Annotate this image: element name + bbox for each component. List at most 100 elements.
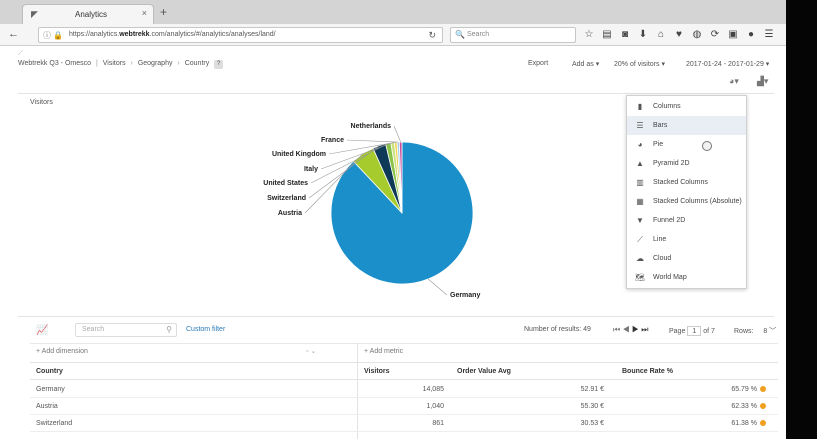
status-dot-icon — [760, 386, 766, 393]
chart-menu-item-label: Pyramid 2D — [653, 160, 690, 167]
add-as-dropdown[interactable]: Add as ▾ — [572, 61, 600, 68]
breadcrumb-chevron-icon: › — [177, 60, 180, 67]
chart-settings-icon[interactable]: ▟▾ — [757, 76, 769, 86]
shield-icon[interactable]: ◍ — [692, 29, 702, 40]
table-row[interactable]: Austria 1,040 55.30 € 62.33 % — [30, 398, 778, 415]
pie-leader-line — [328, 141, 396, 155]
downloads-icon[interactable]: ⬇ — [638, 29, 648, 40]
breadcrumb-separator: | — [95, 60, 98, 67]
sync-icon[interactable]: ⟳ — [710, 29, 720, 40]
custom-filter-link[interactable]: Custom filter — [186, 326, 226, 333]
bar-horizontal-icon: ☰ — [636, 121, 644, 130]
chart-menu-item-stacked-columns[interactable]: ▥ Stacked Columns — [627, 173, 746, 192]
cell-country: Germany — [36, 386, 65, 393]
heart-icon[interactable]: ♥ — [676, 29, 682, 40]
browser-tab-strip: ◤ Analytics × + — [0, 0, 786, 24]
pie-leader-line — [393, 125, 401, 143]
reload-icon[interactable]: ↻ — [428, 30, 436, 40]
table-search-input[interactable]: Search ⚲ — [75, 323, 177, 337]
breadcrumb-visitors[interactable]: Visitors — [102, 60, 126, 67]
browser-tab-analytics[interactable]: ◤ Analytics × — [22, 4, 154, 24]
chart-menu-item-pie[interactable]: ◕ Pie — [627, 135, 746, 154]
menu-hamburger-icon[interactable]: ☰ — [764, 29, 774, 40]
new-tab-button[interactable]: + — [160, 5, 168, 19]
cell-bounce-rate: 61.38 % — [731, 420, 766, 427]
page-indicator: Page 1 of 7 — [669, 326, 715, 336]
column-separator — [357, 343, 358, 439]
cell-visitors: 1,040 — [426, 403, 444, 410]
sampling-dropdown[interactable]: 20% of visitors ▾ — [614, 61, 665, 68]
date-range-dropdown[interactable]: 2017-01-24 - 2017-01-29 ▾ — [686, 61, 770, 68]
pocket-icon[interactable]: ◙ — [621, 29, 629, 40]
screen: ◤ Analytics × + ← ⓘ 🔒 https://analytics.… — [0, 0, 786, 439]
dimension-tool-icon[interactable]: ▫ — [306, 348, 309, 355]
page-input[interactable]: 1 — [687, 326, 702, 336]
chart-menu-item-columns[interactable]: ▮ Columns — [627, 97, 746, 116]
export-button[interactable]: Export — [528, 60, 549, 67]
profile-circle-icon[interactable]: ● — [747, 29, 755, 40]
breadcrumb-geography[interactable]: Geography — [137, 60, 173, 67]
chart-menu-item-bars[interactable]: ☰ Bars — [627, 116, 746, 135]
chart-toggle-icon[interactable]: 📈 — [36, 325, 49, 336]
breadcrumb-project[interactable]: Webtrekk Q3 - Omesco — [18, 60, 92, 67]
column-header-bounce-rate[interactable]: Bounce Rate % — [622, 368, 673, 375]
sampling-label: 20% of visitors — [614, 61, 660, 68]
chart-menu-item-cloud[interactable]: ☁ Cloud — [627, 249, 746, 268]
home-icon[interactable]: ⌂ — [657, 29, 665, 40]
address-bar[interactable]: ⓘ 🔒 https://analytics.webtrekk.com/analy… — [38, 27, 443, 43]
pie-label-netherlands: Netherlands — [351, 123, 392, 130]
chart-type-pie-icon[interactable]: ◕▾ — [729, 76, 739, 86]
browser-nav-bar: ← ⓘ 🔒 https://analytics.webtrekk.com/ana… — [0, 24, 786, 46]
pie-label-united-states: United States — [263, 180, 308, 187]
breadcrumb-country[interactable]: Country — [184, 60, 210, 67]
help-icon[interactable]: ? — [214, 60, 224, 69]
magnifier-icon: ⚲ — [166, 325, 172, 334]
table-row[interactable]: Switzerland 861 30.53 € 61.38 % — [30, 415, 778, 432]
chart-menu-item-stacked-columns-absolute[interactable]: ▦ Stacked Columns (Absolute) — [627, 192, 746, 211]
column-header-visitors[interactable]: Visitors — [364, 368, 390, 375]
rows-per-page[interactable]: Rows: 8 ﹀ — [734, 326, 776, 336]
column-header-country[interactable]: Country — [36, 368, 63, 375]
chart-menu-item-label: Stacked Columns — [653, 179, 708, 186]
cell-order-value: 52.91 € — [580, 386, 604, 393]
tab-close-icon[interactable]: × — [141, 8, 147, 18]
chart-menu-item-label: Line — [653, 236, 667, 243]
next-page-icon[interactable]: ▶ — [631, 325, 639, 334]
add-metric-button[interactable]: + Add metric — [364, 348, 404, 355]
site-info-lock-icon[interactable]: ⓘ 🔒 — [43, 31, 64, 40]
status-dot-icon — [760, 420, 766, 427]
pie-chart: Germany Austria Switzerland United States It… — [263, 123, 480, 299]
back-arrow-icon[interactable]: ← — [8, 28, 19, 40]
table-row[interactable]: Germany 14,085 52.91 € 65.79 % — [30, 381, 778, 398]
header-divider — [18, 93, 774, 94]
cell-order-value: 30.53 € — [580, 420, 604, 427]
chart-title: Visitors — [30, 99, 53, 106]
table-toolbar: 📈 Search ⚲ Custom filter Number of resul… — [18, 320, 778, 340]
pie-leader-line — [427, 278, 448, 296]
cell-bounce-rate: 65.79 % — [731, 386, 766, 393]
chart-menu-item-world-map[interactable]: 🗺 World Map — [627, 268, 746, 287]
pie-leader-line — [310, 143, 389, 184]
chart-menu-item-label: Bars — [653, 122, 668, 129]
chart-menu-item-funnel-2d[interactable]: ▼ Funnel 2D — [627, 211, 746, 230]
prev-page-icon[interactable]: ◀ — [622, 325, 630, 334]
pie-icon: ◕ — [637, 140, 643, 149]
first-page-icon[interactable]: ⏮ — [613, 325, 621, 334]
mouse-cursor-icon — [702, 141, 712, 151]
dimension-expand-icon[interactable]: ⌄ — [310, 348, 317, 355]
pie-leader-line — [304, 153, 363, 214]
bookmark-star-icon[interactable]: ☆ — [584, 29, 594, 40]
add-dimension-button[interactable]: + Add dimension — [36, 348, 88, 355]
chevron-down-icon: ﹀ — [769, 328, 777, 335]
tab-title: Analytics — [75, 10, 108, 19]
column-header-order-value[interactable]: Order Value Avg — [457, 368, 511, 375]
pie-label-austria: Austria — [278, 210, 302, 217]
reading-list-icon[interactable]: ▤ — [602, 29, 612, 40]
pie-label-switzerland: Switzerland — [267, 195, 306, 202]
chart-menu-item-line[interactable]: ⟋ Line — [627, 230, 746, 249]
last-page-icon[interactable]: ⏭ — [641, 325, 649, 334]
browser-search-field[interactable]: 🔍 Search — [450, 27, 576, 43]
extension-badge-icon[interactable]: ▣ — [728, 29, 738, 40]
pie-label-united-kingdom: United Kingdom — [272, 151, 326, 158]
chart-menu-item-pyramid-2d[interactable]: ▲ Pyramid 2D — [627, 154, 746, 173]
